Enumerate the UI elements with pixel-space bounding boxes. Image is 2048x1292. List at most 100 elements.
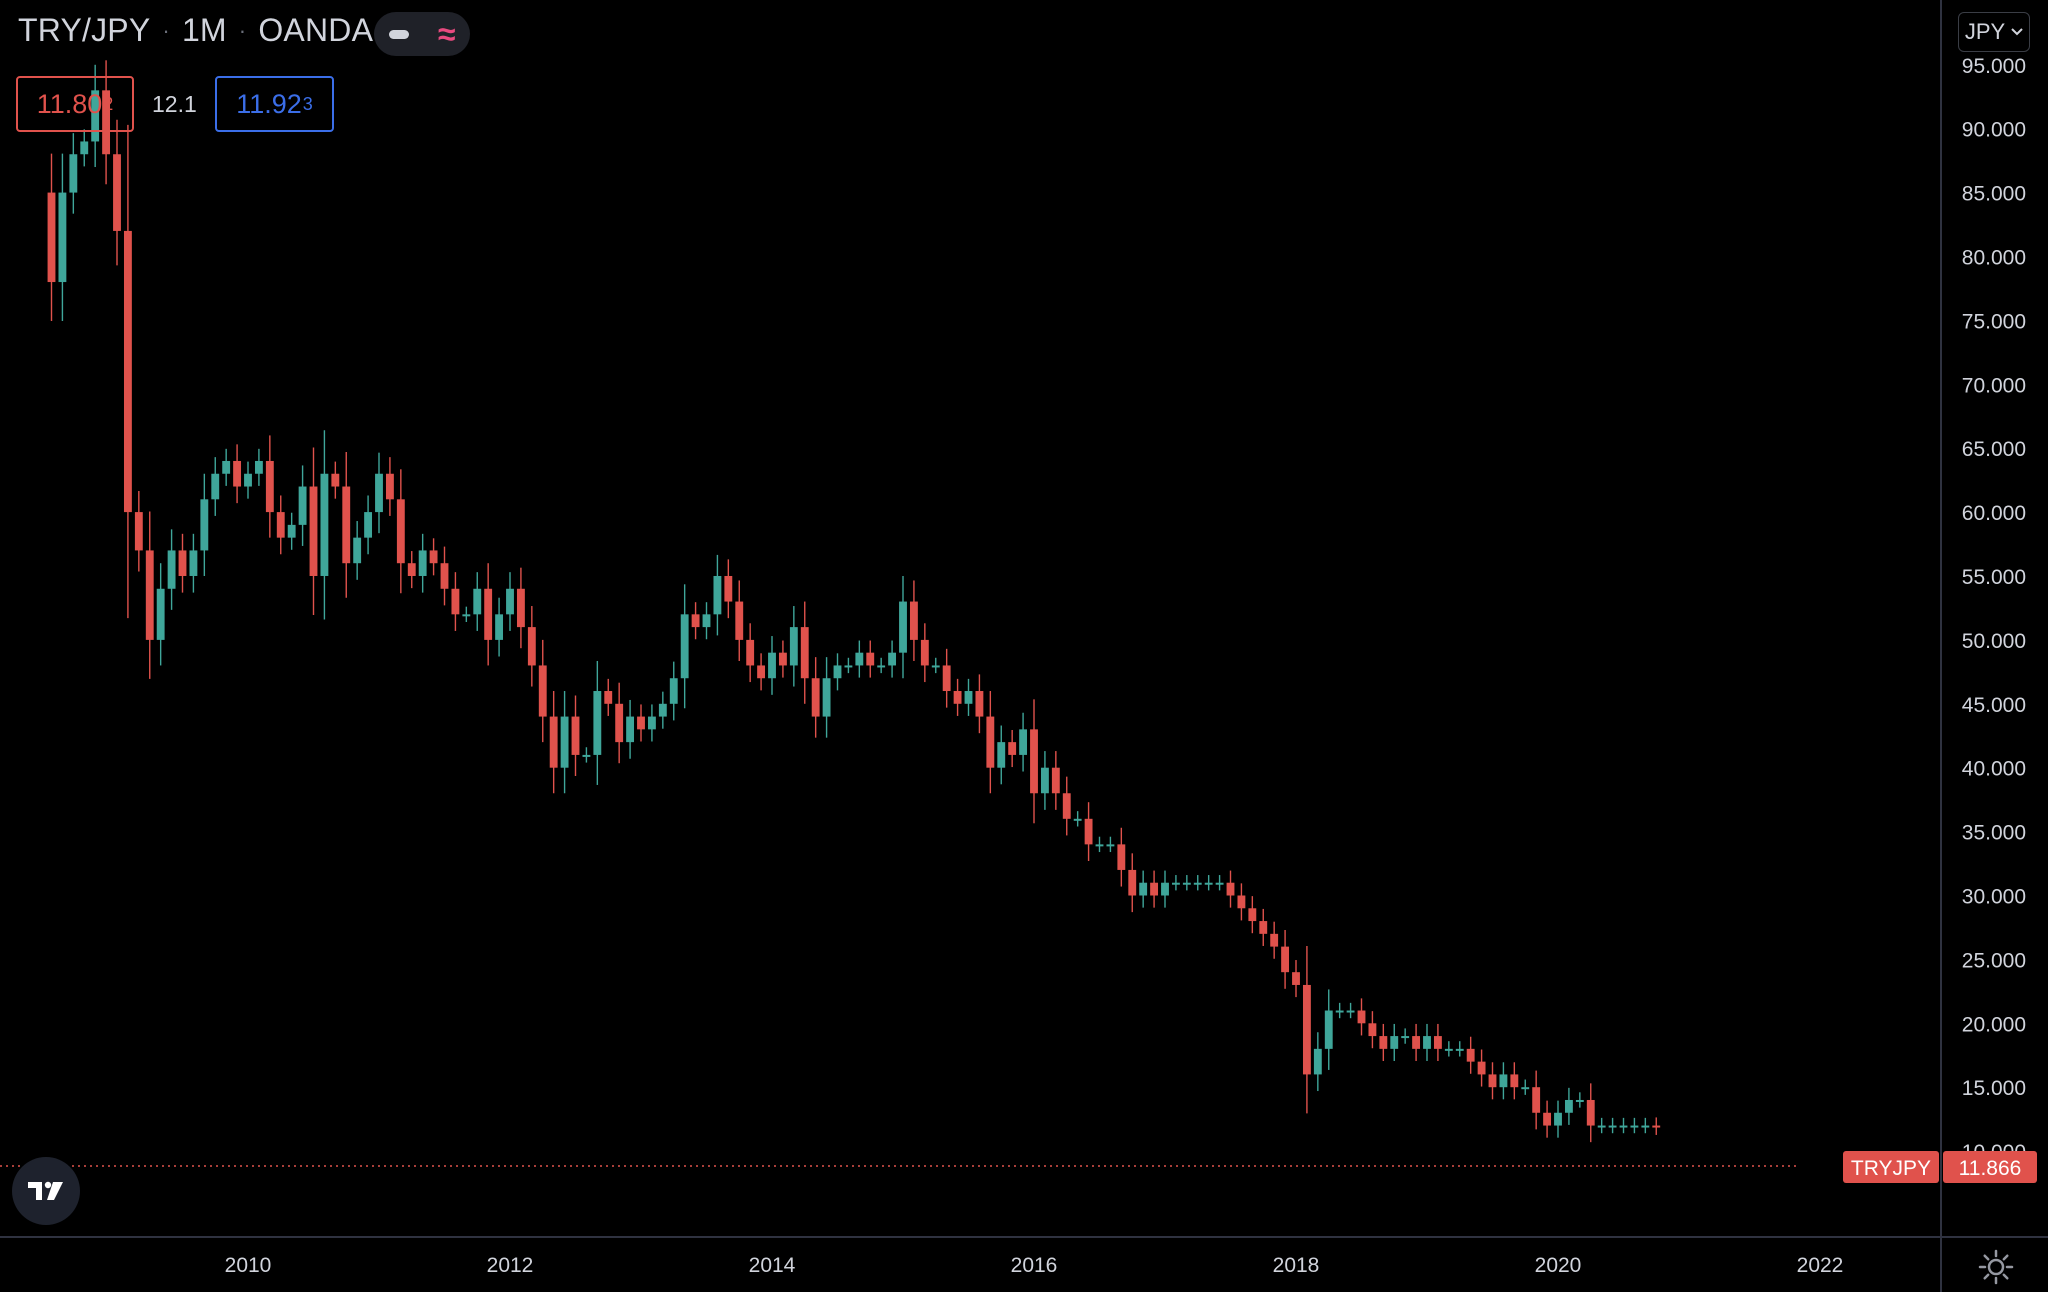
gear-icon[interactable] [1978,1249,2014,1285]
candle [1357,998,1366,1036]
candle-body [1455,1048,1464,1051]
last-price-symbol-text: TRYJPY [1851,1157,1931,1180]
candle [156,563,165,666]
candle [549,691,558,794]
wave-icon[interactable]: ≈ [437,16,456,52]
candle [1455,1041,1464,1057]
candle [768,636,776,695]
candle [145,511,154,679]
candle-body [1575,1099,1584,1102]
candle-body [549,716,558,768]
candle-body [342,486,351,564]
candle-body [658,703,667,717]
candle [680,584,689,709]
candle [200,473,209,576]
currency-selector[interactable]: JPY [1958,12,2030,52]
y-tick-label: 35.000 [1962,822,2026,845]
candle [178,533,187,593]
candle-body [1586,1099,1595,1126]
candle [1652,1117,1661,1135]
chart-style-toggle[interactable]: ≈ [374,12,470,56]
candle [1554,1100,1562,1138]
candle-body [811,678,820,717]
candle [626,699,635,759]
candle-body [1324,1010,1333,1049]
candle [1051,751,1060,810]
candle [593,660,602,785]
candle-body [1171,882,1180,885]
candle-body [320,473,329,576]
candle [1019,712,1028,772]
candle-body [1379,1036,1388,1049]
candle [1324,989,1333,1070]
candle-body [1488,1074,1497,1088]
candle [560,691,569,794]
candle [440,546,449,606]
candle-body [626,716,635,743]
line-style-icon[interactable] [388,29,409,39]
candle [713,554,722,636]
candle [1390,1023,1399,1062]
candle-body [1204,882,1213,885]
candle [789,606,798,687]
candle [1161,870,1169,908]
tradingview-logo-icon[interactable] [12,1157,80,1225]
candle-body [1390,1036,1399,1049]
candle [1062,776,1071,836]
candle [1597,1117,1606,1134]
candle-body [1521,1087,1530,1090]
candle [1008,729,1017,768]
candle-body [58,192,67,283]
candle [571,695,580,777]
candle [757,653,766,691]
candle-body [691,614,700,628]
candle-body [1150,882,1159,896]
y-tick-label: 40.000 [1962,758,2026,781]
candle [1423,1023,1431,1062]
candle-body [964,691,973,704]
buy-price-button[interactable]: 11.92 3 [215,76,334,132]
candle-body [1401,1036,1410,1039]
candle [1040,751,1049,810]
candle-body [473,588,482,615]
candle [298,465,307,546]
candle-body [375,473,383,513]
candle [1106,836,1115,853]
candle [1150,870,1159,908]
candle [222,448,231,486]
candle-body [1597,1125,1606,1128]
candle-body [931,665,940,668]
candle [58,153,67,322]
last-price-symbol-tag [1843,1151,1939,1183]
candle [986,691,995,794]
symbol-name[interactable]: TRY/JPY [18,12,151,48]
y-tick-label: 30.000 [1962,885,2026,908]
candle [1095,836,1104,853]
candle-body [254,460,263,474]
candle-body [1335,1010,1344,1013]
candle [69,133,78,214]
candle-body [189,550,198,576]
candle-body [1237,895,1246,909]
buy-price-pip: 3 [302,93,313,114]
candle [658,691,667,729]
candle-body [855,652,864,666]
candle-body [516,588,525,628]
candle [1510,1062,1519,1100]
candle [1543,1100,1552,1138]
candle-body [451,588,460,615]
sell-price-button[interactable]: 11.80 2 [16,76,134,132]
candle-body [364,512,373,538]
candle [276,495,285,555]
x-tick-label: 2020 [1535,1254,1582,1277]
candle-body [506,588,514,615]
candle [877,657,886,674]
candle-body [396,499,405,564]
separator-dot: · [162,17,170,43]
candle [287,512,296,550]
candle-body [309,486,318,576]
interval-label[interactable]: 1M [181,12,227,48]
candle-body [407,563,416,576]
candle [1084,802,1093,861]
